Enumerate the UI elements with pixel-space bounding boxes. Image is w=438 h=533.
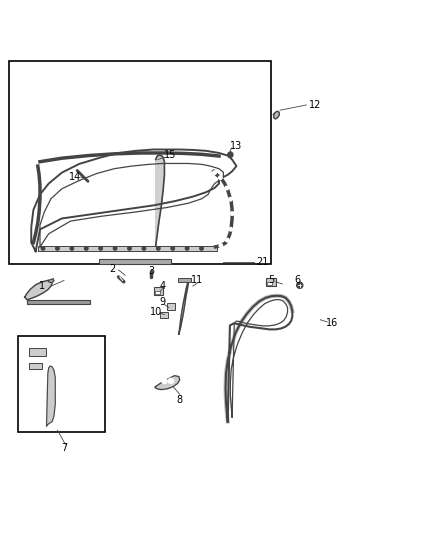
- Text: 11: 11: [191, 276, 203, 286]
- Text: 13: 13: [230, 141, 243, 151]
- Bar: [29, 348, 46, 356]
- Circle shape: [142, 247, 146, 250]
- Circle shape: [200, 247, 203, 250]
- Circle shape: [156, 247, 160, 250]
- Text: 2: 2: [109, 264, 115, 273]
- Text: 15: 15: [164, 150, 176, 160]
- Text: 16: 16: [326, 318, 339, 328]
- Polygon shape: [48, 279, 54, 282]
- Polygon shape: [155, 376, 180, 390]
- Circle shape: [229, 228, 233, 231]
- Circle shape: [162, 378, 167, 384]
- Text: 8: 8: [177, 394, 183, 405]
- Polygon shape: [25, 280, 52, 300]
- Circle shape: [230, 212, 234, 215]
- Bar: [266, 278, 276, 286]
- Bar: [155, 290, 159, 294]
- Polygon shape: [179, 280, 189, 334]
- Bar: [27, 300, 90, 304]
- Text: 6: 6: [294, 276, 300, 286]
- Circle shape: [99, 247, 102, 250]
- Circle shape: [226, 238, 229, 242]
- Text: 7: 7: [61, 443, 67, 453]
- Bar: [167, 303, 175, 310]
- Circle shape: [219, 244, 223, 247]
- Circle shape: [171, 247, 174, 250]
- Bar: [29, 363, 42, 369]
- Polygon shape: [274, 111, 279, 119]
- Bar: [154, 287, 163, 295]
- Circle shape: [213, 171, 216, 174]
- Circle shape: [185, 247, 189, 250]
- Circle shape: [225, 187, 229, 190]
- Bar: [267, 282, 272, 285]
- Bar: [18, 336, 106, 432]
- Bar: [38, 246, 217, 251]
- Text: 9: 9: [159, 297, 165, 308]
- Text: 4: 4: [159, 281, 165, 291]
- Text: 21: 21: [257, 257, 269, 267]
- Circle shape: [113, 247, 117, 250]
- Bar: [177, 278, 191, 282]
- Text: 5: 5: [268, 276, 275, 286]
- Circle shape: [168, 378, 173, 384]
- Text: 3: 3: [148, 266, 154, 276]
- Circle shape: [70, 247, 74, 250]
- Circle shape: [85, 247, 88, 250]
- Circle shape: [228, 152, 233, 157]
- Circle shape: [56, 247, 59, 250]
- Text: 12: 12: [309, 100, 321, 110]
- Circle shape: [128, 247, 131, 250]
- Bar: [160, 312, 168, 318]
- Circle shape: [219, 176, 222, 180]
- Text: 10: 10: [150, 308, 162, 317]
- Circle shape: [229, 197, 232, 201]
- Polygon shape: [155, 155, 164, 246]
- Text: 1: 1: [39, 281, 45, 291]
- Bar: [10, 61, 272, 264]
- Circle shape: [297, 282, 303, 288]
- Text: 14: 14: [69, 172, 81, 182]
- Circle shape: [41, 247, 45, 250]
- Polygon shape: [46, 366, 55, 426]
- Bar: [99, 259, 171, 264]
